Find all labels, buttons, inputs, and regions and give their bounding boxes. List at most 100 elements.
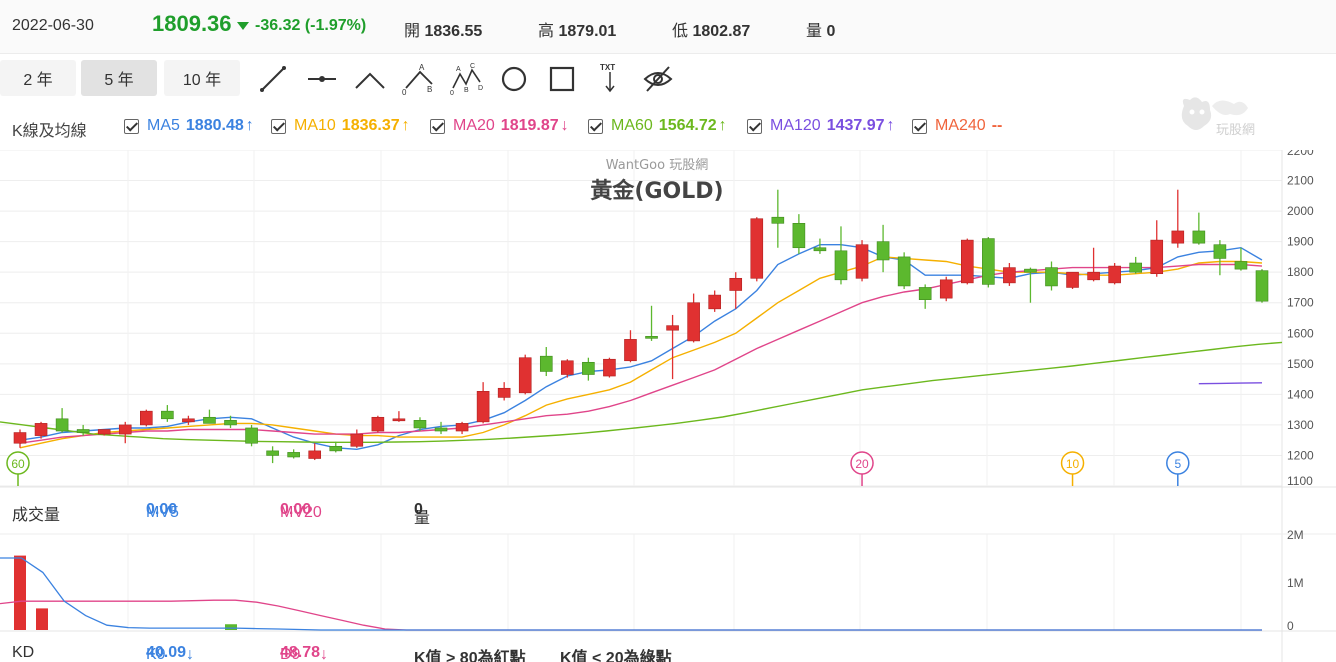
period-2y-button[interactable]: 2 年 [0, 60, 76, 96]
y-tick-label: 2200 [1287, 150, 1314, 158]
ma-toggle-ma20[interactable]: MA20 1819.87 ↓ [430, 117, 569, 135]
chart-toolbar: 2 年 5 年 10 年 A B 0 A C B D 0 TXT [0, 54, 1336, 102]
candle-body [476, 391, 490, 423]
ma-arrow: ↓ [560, 117, 569, 134]
open-label: 開 [404, 23, 421, 40]
candle [1213, 240, 1227, 276]
quote-header: 2022-06-30 1809.36 -36.32 (-1.97%) 開 183… [0, 0, 1336, 54]
hide-icon[interactable] [641, 62, 675, 96]
candle-body [939, 279, 953, 299]
k9-value: 40.09 [146, 644, 187, 661]
circle-icon[interactable] [497, 62, 531, 96]
candle-body [371, 416, 385, 432]
candle-body [34, 423, 48, 436]
kd-note-red: K值 > 80為紅點 [414, 650, 526, 662]
checkbox-icon[interactable] [271, 118, 286, 134]
polyline-icon[interactable] [353, 62, 387, 96]
volume-label: 量 [806, 23, 823, 40]
xabcd-pattern-icon[interactable]: A C B D 0 [450, 62, 484, 96]
price-change-value: -36.32 (-1.97%) [255, 17, 367, 34]
period-10y-button[interactable]: 10 年 [164, 60, 240, 96]
candle-body [918, 287, 932, 300]
text-icon[interactable]: TXT [593, 62, 627, 96]
candle [855, 240, 869, 282]
candle [34, 421, 48, 439]
candle [1045, 261, 1058, 291]
candle [140, 409, 153, 427]
ma-toggle-ma5[interactable]: MA5 1880.48 ↑ [124, 117, 254, 135]
svg-text:B: B [427, 85, 432, 94]
candle-body [1045, 267, 1058, 287]
ma-marker-5: 5 [1166, 451, 1190, 486]
candle-body [140, 410, 153, 426]
volume-tick-label: 2M [1287, 528, 1304, 542]
candle-body [834, 250, 848, 281]
candle-body [666, 325, 679, 331]
ma-value: 1880.48 [185, 117, 244, 134]
ma-label: MA120 [770, 117, 821, 134]
period-5y-button[interactable]: 5 年 [81, 60, 157, 96]
checkbox-icon[interactable] [747, 118, 762, 134]
candle [918, 284, 932, 309]
ma-label: MA60 [611, 117, 653, 134]
candle [876, 224, 890, 273]
candle-body [350, 433, 364, 447]
ma-value: -- [991, 117, 1003, 134]
abc-pattern-icon[interactable]: A B 0 [402, 62, 436, 96]
candle-body [1024, 268, 1037, 273]
trend-line-icon[interactable] [256, 62, 290, 96]
ma-toggle-ma120[interactable]: MA120 1437.97 ↑ [747, 117, 895, 135]
checkbox-icon[interactable] [124, 118, 139, 134]
ma-line-ma20 [19, 263, 1263, 444]
candle-body [645, 336, 658, 339]
svg-text:B: B [464, 87, 469, 94]
ma-arrow: ↑ [886, 117, 895, 134]
candle [434, 421, 448, 435]
high-label: 高 [538, 23, 555, 40]
ma-label: MA10 [294, 117, 336, 134]
candle [476, 382, 490, 424]
candle-body [224, 420, 237, 426]
candle [413, 417, 427, 432]
y-tick-label: 1200 [1287, 448, 1314, 462]
ma-marker-20: 20 [850, 451, 874, 486]
y-tick-label: 1900 [1287, 235, 1314, 249]
candle-body [1066, 271, 1079, 288]
candle [624, 330, 637, 363]
low-label: 低 [672, 23, 689, 40]
checkbox-icon[interactable] [588, 118, 603, 134]
volume-bar [36, 608, 48, 630]
y-tick-label: 1500 [1287, 357, 1314, 371]
candle-body [97, 429, 111, 435]
candle [561, 359, 574, 378]
d9-legend: D9 48.78 ↓ [280, 644, 328, 662]
marker-label: 20 [855, 457, 869, 471]
candle [1108, 263, 1121, 285]
candle [161, 405, 174, 422]
checkbox-icon[interactable] [430, 118, 445, 134]
candle [350, 429, 364, 448]
mv5-legend: MV5 0.00 [146, 501, 179, 521]
rectangle-icon[interactable] [545, 62, 579, 96]
candle-body [982, 238, 995, 285]
logo-text: 玩股網 [1216, 123, 1255, 138]
candle-body [960, 239, 974, 284]
candle [539, 347, 553, 377]
candle-body [897, 256, 911, 287]
price-change: -36.32 (-1.97%) [237, 17, 366, 35]
marker-label: 5 [1174, 457, 1181, 471]
k9-legend: K9 40.09 ↓ [146, 644, 194, 662]
y-tick-label: 2100 [1287, 174, 1314, 188]
candle-body [582, 361, 595, 375]
text-tool-label: TXT [600, 63, 615, 72]
ma-toggle-ma10[interactable]: MA10 1836.37 ↑ [271, 117, 410, 135]
k9-arrow: ↓ [186, 646, 195, 662]
horizontal-line-icon[interactable] [305, 62, 339, 96]
mv5-label: MV5 [146, 504, 179, 521]
ma-toggle-ma60[interactable]: MA60 1564.72 ↑ [588, 117, 727, 135]
checkbox-icon[interactable] [912, 118, 927, 134]
ma-toggle-ma240[interactable]: MA240 -- [912, 117, 1004, 135]
price-chart[interactable]: WantGoo 玩股網 黃金(GOLD) 60 20 10 5 1100 1200 1300… [0, 144, 1336, 662]
